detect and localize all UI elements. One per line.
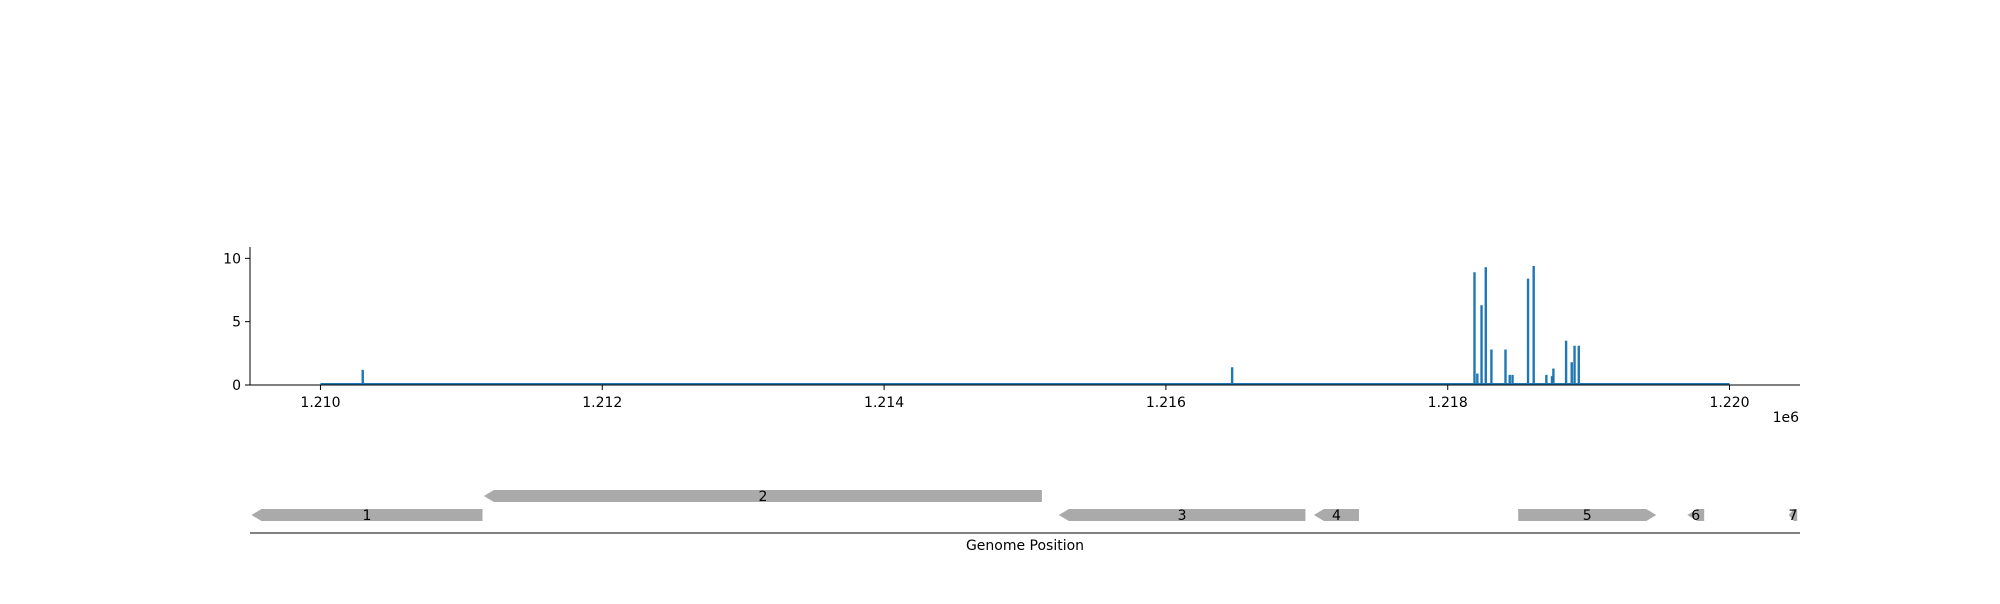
- coverage-bar: [1511, 374, 1514, 385]
- x-offset-label: 1e6: [1773, 410, 1800, 426]
- y-tick-label: 10: [223, 251, 241, 267]
- axes: [249, 247, 1800, 386]
- y-ticks: 0 5 10: [223, 251, 250, 394]
- gene-arrow: [1687, 509, 1705, 521]
- gene-arrow: [251, 509, 483, 521]
- gene-arrow: [1058, 509, 1306, 521]
- x-tick-label: 1.220: [1709, 395, 1749, 411]
- coverage-bar: [1552, 368, 1555, 385]
- gene-arrow: [1313, 509, 1359, 521]
- gene-arrow: [1518, 509, 1657, 521]
- coverage-bar: [1564, 340, 1568, 385]
- gene-arrow: [1788, 509, 1798, 521]
- y-tick-label: 0: [232, 378, 241, 394]
- coverage-bar: [1230, 367, 1234, 385]
- x-ticks: 1.210 1.212 1.214 1.216 1.218 1.220: [300, 385, 1750, 411]
- coverage-bar: [1532, 265, 1535, 385]
- coverage-bar: [1476, 373, 1479, 385]
- x-tick-label: 1.212: [582, 395, 622, 411]
- coverage-bar: [1480, 305, 1483, 385]
- x-tick-label: 1.214: [864, 395, 904, 411]
- gene-label: 4: [1332, 508, 1341, 524]
- coverage-bar: [1484, 267, 1487, 385]
- coverage-bar: [1550, 376, 1554, 385]
- x-tick-label: 1.210: [300, 395, 340, 411]
- coverage-bar: [1526, 278, 1530, 385]
- x-tick-label: 1.218: [1428, 395, 1468, 411]
- gene-arrow: [483, 490, 1042, 502]
- gene-label: 7: [1788, 508, 1797, 524]
- coverage-bar: [361, 369, 364, 385]
- coverage-bar: [1504, 349, 1507, 385]
- coverage-bar: [1508, 374, 1511, 385]
- gene-label: 2: [758, 489, 767, 505]
- gene-track: 1 2 3 4 5 6 7: [251, 489, 1797, 524]
- gene-label: 6: [1691, 508, 1700, 524]
- genome-position-label: Genome Position: [966, 538, 1084, 554]
- gene-label: 1: [362, 508, 371, 524]
- gene-label: 3: [1178, 508, 1187, 524]
- coverage-bar: [1577, 345, 1580, 385]
- y-tick-label: 5: [232, 315, 241, 331]
- gene-label: 5: [1583, 508, 1592, 524]
- coverage-bars: [320, 265, 1730, 385]
- coverage-bar: [1570, 362, 1573, 385]
- coverage-bar: [1573, 345, 1576, 385]
- x-tick-label: 1.216: [1146, 395, 1186, 411]
- coverage-bar: [1490, 349, 1493, 385]
- coverage-bar: [1473, 272, 1476, 385]
- coverage-bar: [1545, 374, 1548, 385]
